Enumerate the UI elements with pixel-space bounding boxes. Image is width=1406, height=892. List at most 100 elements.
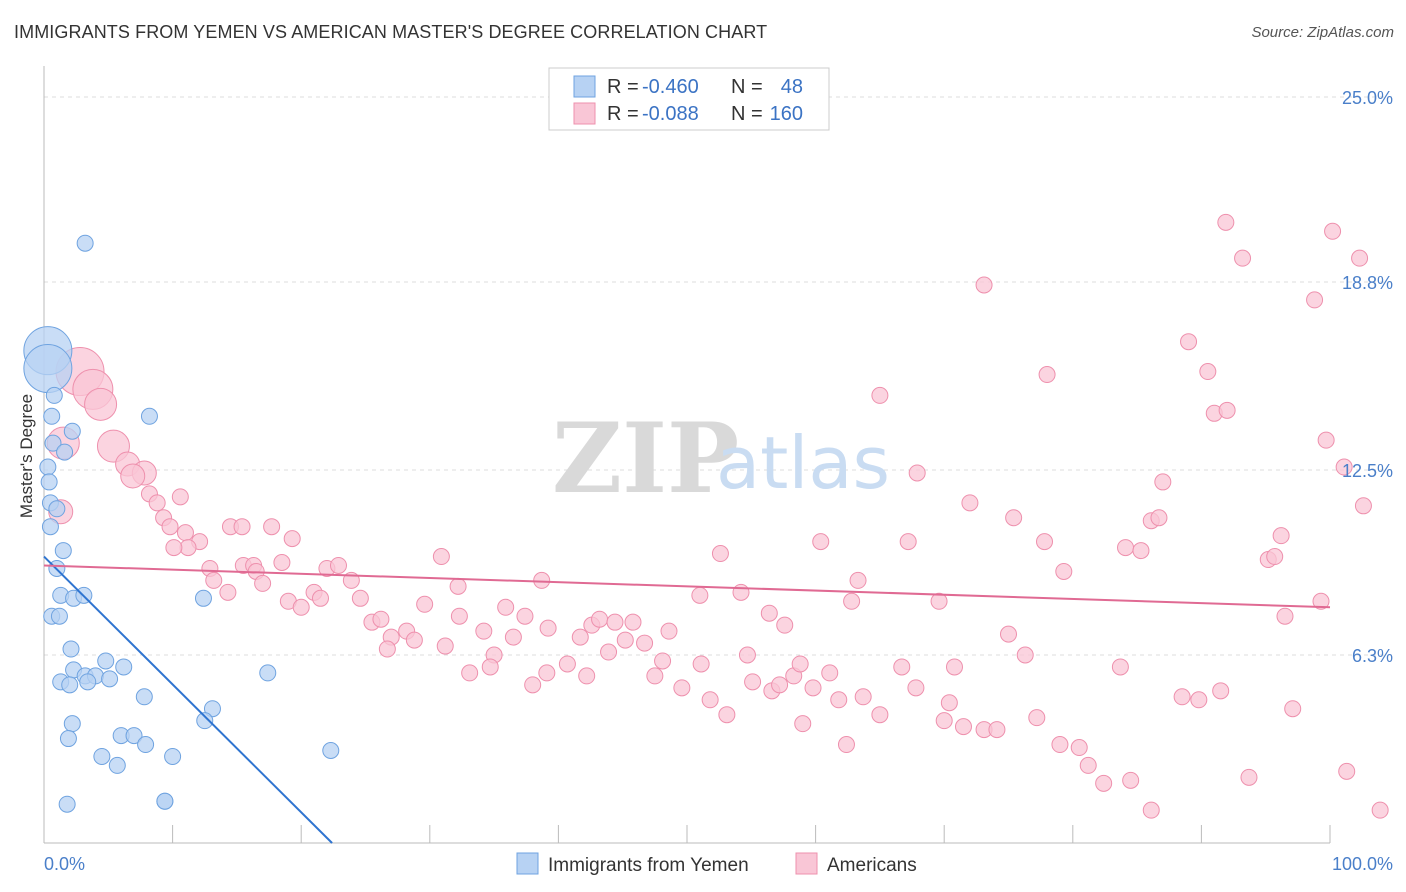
bottom-legend-swatch-americans: [795, 852, 818, 875]
yemen-point: [41, 518, 59, 536]
americans-point: [165, 539, 183, 557]
legend-r-label-americans: R =: [607, 103, 639, 125]
legend-r-label-yemen: R =: [607, 76, 639, 98]
americans-point: [1016, 646, 1034, 664]
americans-point: [273, 554, 291, 572]
americans-point: [1354, 497, 1372, 515]
americans-point: [1306, 291, 1324, 309]
americans-point: [1173, 688, 1191, 706]
americans-point: [1284, 700, 1302, 718]
americans-point: [1079, 756, 1097, 774]
americans-point: [1180, 333, 1198, 351]
americans-trendline: [43, 564, 1331, 609]
americans-point: [616, 631, 634, 649]
americans-point: [871, 706, 889, 724]
americans-point: [935, 712, 953, 730]
americans-point: [718, 706, 736, 724]
americans-point: [372, 610, 390, 628]
americans-point: [1371, 801, 1389, 819]
yemen-point: [93, 747, 111, 765]
americans-point: [1036, 533, 1054, 551]
americans-point: [1117, 539, 1135, 557]
yemen-point: [39, 458, 57, 476]
americans-point: [673, 679, 691, 697]
y-tick-label: 6.3%: [1352, 646, 1393, 666]
yemen-point: [63, 715, 81, 733]
americans-point: [654, 652, 672, 670]
yemen-point: [63, 422, 81, 440]
americans-point: [660, 622, 678, 640]
americans-point: [148, 494, 166, 512]
americans-point: [1266, 548, 1284, 566]
americans-point: [771, 676, 789, 694]
watermark-zip: ZIP: [552, 402, 739, 515]
americans-point: [450, 607, 468, 625]
yemen-point: [140, 407, 158, 425]
americans-point: [1122, 771, 1140, 789]
americans-point: [701, 691, 719, 709]
chart-source: Source: ZipAtlas.com: [1251, 24, 1394, 41]
legend-swatch-yemen: [573, 75, 596, 98]
americans-point: [254, 574, 272, 592]
yemen-point: [137, 736, 155, 754]
americans-point: [804, 679, 822, 697]
americans-point: [449, 577, 467, 595]
legend-n-label-americans: N =: [731, 103, 763, 125]
americans-point: [405, 631, 423, 649]
yemen-point: [322, 741, 340, 759]
americans-point: [1212, 682, 1230, 700]
americans-point: [533, 571, 551, 589]
americans-point: [691, 586, 709, 604]
yemen-point: [40, 473, 58, 491]
americans-point: [849, 571, 867, 589]
americans-point: [871, 386, 889, 404]
americans-points: [46, 213, 1389, 819]
americans-point: [1234, 249, 1252, 267]
americans-point: [1154, 473, 1172, 491]
americans-point: [591, 610, 609, 628]
americans-point: [219, 583, 237, 601]
americans-point: [179, 539, 197, 557]
legend-r-value-americans: -0.088: [642, 103, 699, 125]
americans-point: [233, 518, 251, 536]
yemen-point: [59, 730, 77, 748]
americans-point: [1190, 691, 1208, 709]
americans-point: [899, 533, 917, 551]
americans-point: [516, 607, 534, 625]
americans-point: [1070, 739, 1088, 757]
americans-point: [954, 718, 972, 736]
yemen-point: [58, 795, 76, 813]
yemen-point: [23, 344, 73, 394]
americans-point: [692, 655, 710, 673]
americans-point: [171, 488, 189, 506]
americans-point: [738, 646, 756, 664]
americans-point: [205, 571, 223, 589]
americans-point: [84, 387, 118, 421]
americans-point: [1005, 509, 1023, 527]
x-tick-label: 100.0%: [1332, 854, 1393, 874]
americans-point: [791, 655, 809, 673]
americans-point: [843, 592, 861, 610]
americans-point: [1055, 562, 1073, 580]
americans-point: [539, 619, 557, 637]
americans-point: [830, 691, 848, 709]
yemen-point: [79, 673, 97, 691]
legend-n-value-americans: 160: [770, 103, 803, 125]
yemen-point: [125, 727, 143, 745]
americans-point: [1317, 431, 1335, 449]
yemen-point: [115, 658, 133, 676]
americans-point: [1051, 736, 1069, 754]
americans-point: [606, 613, 624, 631]
bottom-legend-swatch-yemen: [516, 852, 539, 875]
americans-point: [1111, 658, 1129, 676]
bottom-legend-label-yemen: Immigrants from Yemen: [548, 855, 749, 876]
americans-point: [497, 598, 515, 616]
legend-n-label-yemen: N =: [731, 76, 763, 98]
americans-point: [600, 643, 618, 661]
americans-point: [893, 658, 911, 676]
americans-point: [1272, 527, 1290, 545]
americans-point: [940, 694, 958, 712]
americans-point: [436, 637, 454, 655]
x-tick-label: 0.0%: [44, 854, 85, 874]
americans-point: [1028, 709, 1046, 727]
